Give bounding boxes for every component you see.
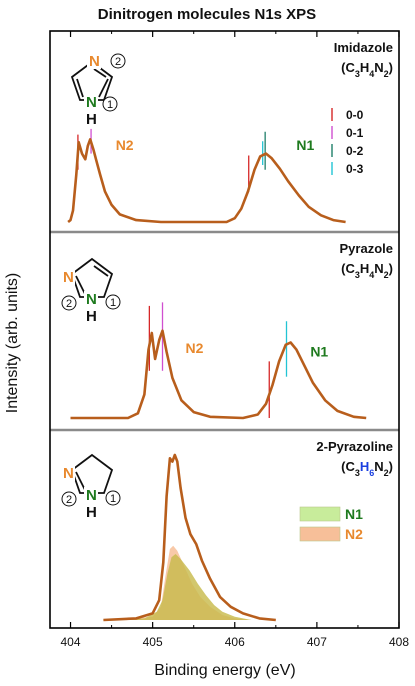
x-tick-label: 406	[225, 635, 245, 649]
legend-label-0-0: 0-0	[346, 108, 364, 122]
atom-bg	[61, 269, 75, 285]
peak-label-n1: N1	[296, 137, 314, 153]
atom-bg	[61, 465, 75, 481]
plot-frame	[49, 30, 400, 629]
chart-title: Dinitrogen molecules N1s XPS	[98, 6, 316, 23]
spectrum-line	[67, 138, 346, 224]
atom-bg	[84, 487, 98, 503]
x-tick-label: 405	[143, 635, 163, 649]
x-axis-label: Binding energy (eV)	[154, 662, 295, 679]
position-number-circle	[102, 96, 118, 112]
peak-label-n1: N1	[310, 344, 328, 360]
n1-atom: N	[86, 94, 97, 111]
legend-label-0-3: 0-3	[346, 162, 364, 176]
position-number: 2	[115, 56, 121, 68]
legend-label-0-2: 0-2	[346, 144, 364, 158]
position-number: 2	[66, 298, 72, 310]
position-number: 1	[107, 99, 113, 111]
position-number: 2	[66, 494, 72, 506]
molecule-name: Pyrazole	[340, 241, 393, 256]
n2-atom: N	[63, 465, 74, 482]
atom-bg	[84, 94, 98, 110]
atom-bg	[84, 291, 98, 307]
position-number-circle	[110, 53, 126, 69]
peak-label-n2: N2	[185, 340, 203, 356]
position-number-circle	[61, 491, 77, 507]
atom-bg	[87, 53, 101, 69]
position-number-circle	[105, 294, 121, 310]
molecule-name: 2-Pyrazoline	[316, 439, 393, 454]
y-axis-label: Intensity (arb. units)	[4, 273, 21, 414]
spectrum-line	[103, 453, 276, 622]
atom-bg	[84, 504, 98, 520]
x-tick-label: 404	[61, 635, 81, 649]
h-atom: H	[86, 111, 97, 128]
legend-label-n2: N2	[345, 526, 363, 542]
n2-atom: N	[89, 53, 100, 70]
molecule-formula: (C3H6N2)	[341, 459, 393, 478]
legend-swatch-n1	[299, 506, 341, 522]
legend-swatch-n2	[299, 526, 341, 542]
molecule-name: Imidazole	[334, 40, 393, 55]
peak-label-n2: N2	[116, 137, 134, 153]
position-number: 1	[110, 297, 116, 309]
x-tick-label: 407	[307, 635, 327, 649]
x-tick-label: 408	[389, 635, 409, 649]
n2-atom: N	[63, 269, 74, 286]
position-number-circle	[105, 490, 121, 506]
h-atom: H	[86, 308, 97, 325]
atom-bg	[84, 111, 98, 127]
legend-label-n1: N1	[345, 506, 363, 522]
spectrum-line	[70, 329, 367, 420]
legend-label-0-1: 0-1	[346, 126, 364, 140]
molecule-formula: (C3H4N2)	[341, 60, 393, 79]
n1-atom: N	[86, 487, 97, 504]
molecule-formula: (C3H4N2)	[341, 261, 393, 280]
atom-bg	[84, 308, 98, 324]
position-number: 1	[110, 493, 116, 505]
h-atom: H	[86, 504, 97, 521]
n1-atom: N	[86, 291, 97, 308]
overlap-fill	[103, 554, 252, 620]
position-number-circle	[61, 295, 77, 311]
